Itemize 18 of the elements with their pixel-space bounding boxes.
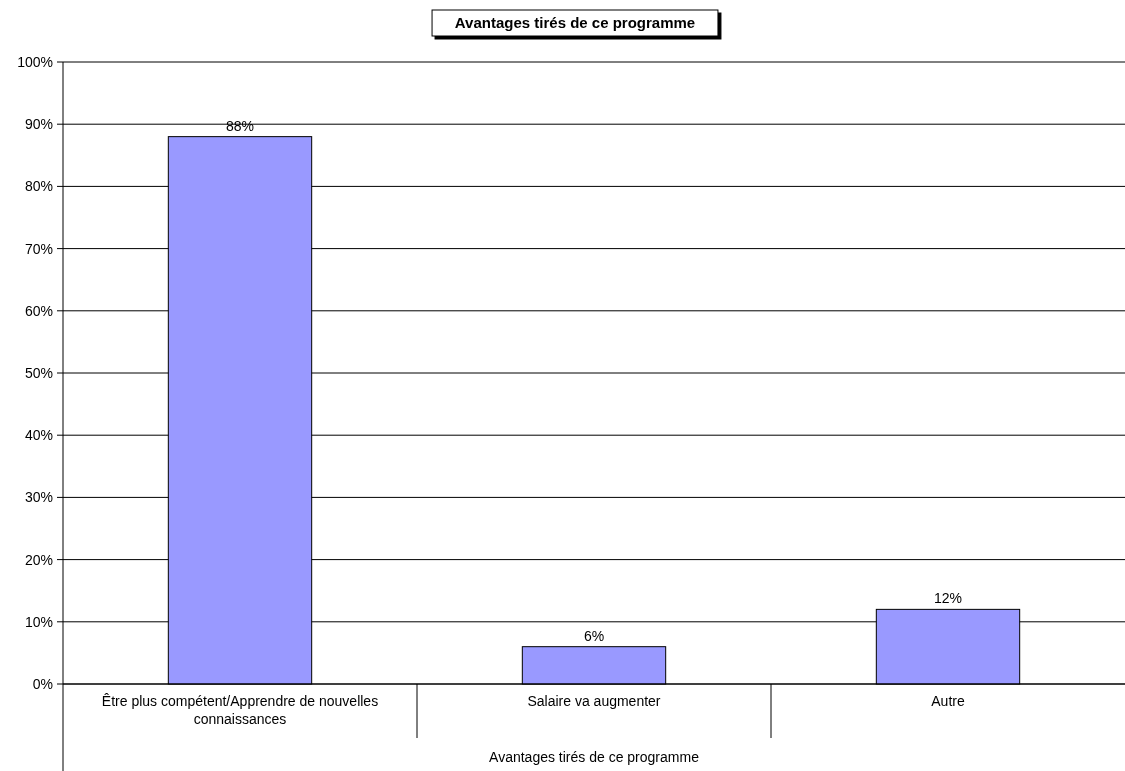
y-tick-label: 10%	[24, 613, 53, 630]
y-tick-label: 0%	[32, 675, 53, 692]
data-label: 12%	[933, 590, 963, 607]
chart-title: Avantages tirés de ce programme	[454, 14, 696, 31]
x-axis-title: Avantages tirés de ce programme	[489, 749, 700, 765]
data-label: 6%	[583, 627, 605, 644]
y-tick-label: 20%	[24, 551, 53, 568]
y-tick-label: 30%	[24, 489, 53, 506]
y-tick-label: 60%	[24, 302, 53, 319]
y-tick-label: 50%	[24, 364, 53, 381]
x-tick-label: Autre	[931, 693, 965, 709]
y-tick-label: 70%	[24, 240, 53, 257]
y-tick-label: 80%	[24, 178, 53, 195]
y-tick-label: 40%	[24, 427, 53, 444]
y-tick-label: 90%	[24, 116, 53, 133]
x-tick-label: Salaire va augmenter	[527, 693, 661, 709]
x-tick-label: Être plus compétent/Apprendre de nouvelles connaissances	[101, 693, 379, 727]
y-tick-label: 100%	[17, 53, 53, 70]
